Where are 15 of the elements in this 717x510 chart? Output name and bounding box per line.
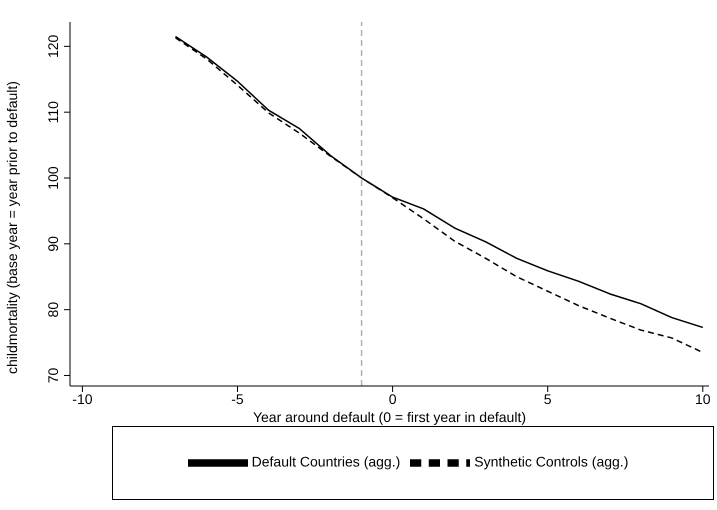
- legend-label: Synthetic Controls (agg.): [474, 454, 628, 470]
- y-tick-label: 110: [45, 100, 61, 124]
- x-tick-label: -5: [231, 390, 244, 407]
- y-tick-label: 80: [45, 302, 61, 318]
- y-tick-label: 120: [45, 34, 61, 58]
- x-tick-label: 0: [388, 390, 397, 407]
- y-axis-title: childmortality (base year = year prior to default): [4, 81, 20, 374]
- y-tick-label: 90: [45, 236, 61, 252]
- y-tick-label: 70: [45, 367, 61, 384]
- x-tick-label: 5: [544, 390, 552, 407]
- legend-label: Default Countries (agg.): [252, 454, 400, 470]
- x-axis-title: Year around default (0 = first year in default): [252, 409, 526, 425]
- y-tick-label: 100: [45, 166, 61, 190]
- x-tick-label: -10: [72, 390, 93, 407]
- x-tick-label: 10: [695, 390, 711, 407]
